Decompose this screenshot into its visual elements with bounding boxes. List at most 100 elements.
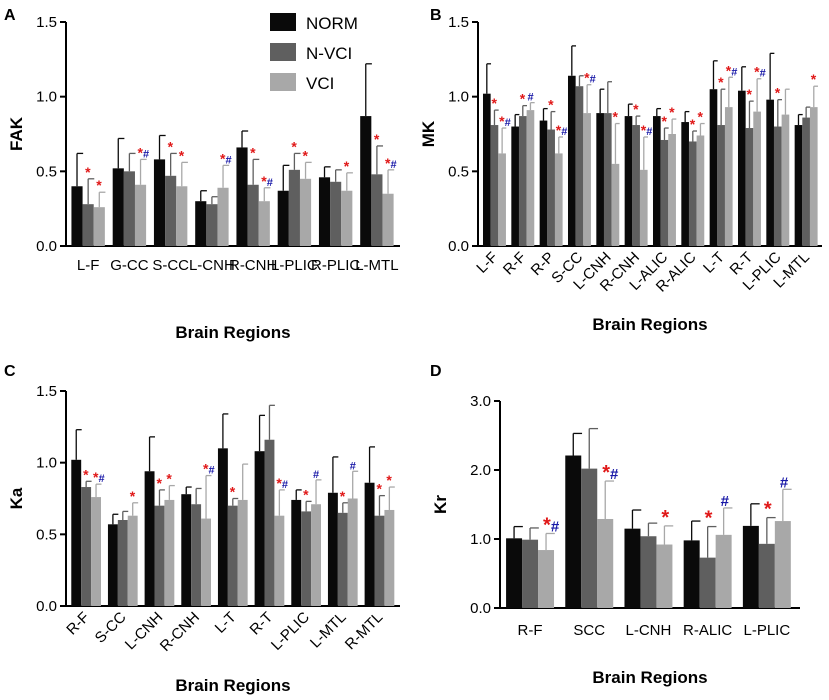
panel-a-y-tick-label: 1.5 [36, 14, 57, 31]
legend-label-norm: NORM [306, 14, 358, 33]
panel-b-significance-marker: *# [754, 64, 766, 80]
panel-b-significance-marker: * [690, 116, 696, 132]
panel-a-bar-vci [382, 193, 394, 246]
panel-b-significance-marker: *# [641, 122, 653, 138]
panel-c-bar-vci [237, 499, 248, 606]
panel-b-bar-vci [809, 107, 818, 247]
panel-b-significance-marker: * [669, 104, 675, 120]
panel-a-bar-norm [236, 147, 248, 246]
panel-b-bar-n-vci [688, 141, 697, 246]
panel-b-bar-n-vci [745, 128, 754, 246]
panel-c-significance-marker: # [350, 460, 356, 472]
panel-b-bar-n-vci [547, 129, 555, 246]
panel-c-significance-marker: * [386, 472, 392, 488]
panel-a-bar-vci [134, 184, 147, 246]
panel-d: D 0.0 1.0 2.0 3.0 Kr Brain Regions R-F SCC L-CNH R… [430, 363, 800, 687]
panel-b-bar-vci [526, 110, 535, 247]
panel-c-x-tick-label: R-T [247, 609, 277, 639]
panel-a-x-tick-label: S-CC [152, 257, 189, 274]
panel-d-x-tick-label: SCC [573, 622, 605, 639]
panel-c-bar-vci [274, 515, 285, 606]
panel-c-significance-marker: * [156, 475, 162, 491]
panel-b-y-tick-label: 1.5 [448, 14, 469, 31]
panel-b-bar-n-vci [660, 139, 669, 246]
panel-b-bar-vci [498, 153, 506, 246]
panel-b-significance-marker: * [661, 113, 667, 129]
panel-c-significance-marker: * [83, 466, 89, 482]
panel-c-y-tick-label: 0.5 [36, 526, 57, 543]
panel-a-bar-norm [318, 177, 331, 246]
panel-c-bar-norm [181, 494, 192, 606]
panel-a-x-tick-label: G-CC [110, 257, 148, 274]
panel-d-x-tick-label: L-CNH [626, 622, 672, 639]
panel-c-significance-marker: * [130, 488, 136, 504]
panel-a-bar-n-vci [123, 171, 135, 246]
panel-c-bar-norm [291, 499, 302, 606]
panel-b-bar-vci [668, 134, 676, 246]
panel-c-bar-norm [71, 459, 82, 606]
panel-d-significance-marker: * [661, 507, 669, 529]
panel-d-y-tick-label: 3.0 [470, 393, 491, 410]
panel-b-bar-n-vci [575, 86, 584, 246]
panel-b-bar-n-vci [632, 125, 640, 246]
panel-c-y-label: Ka [7, 487, 26, 509]
panel-a-significance-marker: *# [138, 144, 150, 160]
panel-d-bar-norm [506, 538, 523, 608]
panel-a-y-tick-label: 0.0 [36, 238, 57, 255]
panel-b-bar-n-vci [773, 126, 782, 246]
panel-c-significance-marker: *# [276, 475, 288, 491]
panel-a-significance-marker: *# [220, 150, 232, 166]
panel-a-bar-norm [277, 190, 289, 246]
panel-a-x-tick-label: L-CNH [189, 257, 235, 274]
panel-a-bar-n-vci [165, 175, 177, 246]
panel-d-bar-norm [683, 540, 700, 608]
panel-b-bar-vci [639, 169, 648, 246]
panel-d-bar-norm [565, 455, 582, 608]
panel-a-significance-marker: * [374, 131, 380, 147]
panel-a-bar-vci [341, 190, 353, 246]
panel-b-bar-norm [766, 99, 774, 246]
panel-c-letter: C [4, 363, 16, 380]
panel-b-bar-vci [696, 135, 705, 246]
panel-d-bar-n-vci [581, 468, 598, 608]
panel-c-bar-n-vci [154, 505, 165, 606]
panel-a-letter: A [4, 7, 16, 24]
panel-b-bar-n-vci [518, 116, 527, 246]
panel-b-bar-norm [567, 75, 576, 246]
panel-c-significance-marker: *# [93, 469, 105, 485]
panel-c-x-tick-label: L-MTL [307, 609, 350, 652]
panel-a-y-tick-label: 0.5 [36, 163, 57, 180]
legend: NORM N-VCI VCI [270, 13, 358, 93]
panel-c-x-tick-label: L-T [212, 609, 240, 637]
panel-c-bar-n-vci [81, 487, 92, 606]
panel-a-x-tick-label: L-PLIC [271, 257, 318, 274]
panel-d-x-tick-label: L-PLIC [744, 622, 791, 639]
panel-a-significance-marker: * [96, 177, 102, 193]
panel-d-letter: D [430, 363, 442, 380]
panel-b-bar-n-vci [603, 113, 612, 247]
panel-c-significance-marker: * [340, 488, 346, 504]
panel-c-x-tick-label: R-MTL [342, 609, 386, 653]
panel-c-bar-norm [327, 492, 338, 606]
panel-c-bar-norm [144, 471, 155, 606]
panel-a-bar-norm [153, 159, 166, 246]
panel-b-significance-marker: * [697, 109, 703, 125]
panel-b-bar-vci [724, 107, 733, 247]
panel-c-bar-norm [107, 524, 118, 606]
panel-c-bar-n-vci [337, 512, 348, 606]
panel-b-y-tick-label: 0.5 [448, 163, 469, 180]
panel-c-bar-n-vci [264, 439, 275, 606]
panel-b-x-tick-label: R-F [500, 249, 530, 279]
panel-b-significance-marker: * [491, 95, 497, 111]
panel-c-significance-marker: * [303, 486, 309, 502]
panel-c-significance-marker: *# [203, 461, 215, 477]
panel-b-bar-norm [511, 126, 519, 246]
panel-a-bar-vci [299, 178, 312, 246]
panel-c-bar-norm [364, 482, 375, 606]
panel-a-significance-marker: * [179, 147, 185, 163]
panel-a-bar-norm [195, 201, 207, 246]
panel-d-y-tick-label: 2.0 [470, 462, 491, 479]
panel-d-bar-vci [715, 534, 732, 608]
